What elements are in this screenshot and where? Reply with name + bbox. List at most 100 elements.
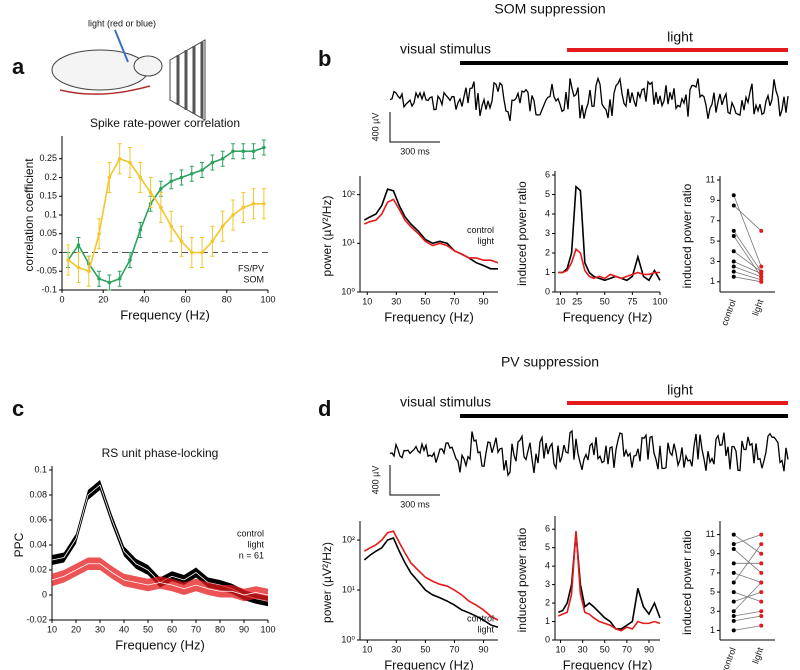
point [759, 561, 764, 566]
point [148, 190, 153, 195]
error-band [52, 557, 268, 602]
chart-title: RS unit phase-locking [102, 446, 219, 460]
point [731, 259, 736, 264]
point [759, 580, 764, 585]
y-tick-label: 5 [545, 189, 550, 199]
y-tick-label: 0 [52, 247, 57, 257]
point [189, 250, 194, 255]
y-tick-label: 0.15 [39, 191, 57, 201]
point [251, 201, 256, 206]
y-tick-label: 10² [342, 189, 355, 199]
y-tick-label: 5 [710, 235, 715, 245]
point [759, 228, 764, 233]
y-tick-label: 0 [42, 589, 47, 599]
series-line [364, 198, 499, 264]
scale-x-label: 300 ms [400, 146, 430, 156]
point [169, 179, 173, 184]
point [731, 274, 736, 279]
x-axis-label: Frequency (Hz) [563, 309, 653, 324]
series-line [363, 530, 499, 621]
x-tick-label: light [750, 298, 765, 317]
y-tick-label: 0.25 [39, 153, 57, 163]
y-tick-label: 0.1 [34, 464, 47, 474]
pair-line [733, 534, 762, 555]
x-axis-label: Frequency (Hz) [120, 307, 210, 322]
legend-entry: FS/PV [238, 263, 264, 273]
pair-line [733, 276, 762, 283]
point [107, 280, 112, 285]
point [759, 599, 764, 604]
pair-line [733, 271, 762, 281]
y-axis-label: induced power ratio [680, 530, 694, 635]
y-axis-label: induced power ratio [515, 181, 529, 286]
y-tick-label: -0.02 [26, 614, 47, 624]
legend-entry: control [467, 613, 494, 623]
point [731, 542, 736, 547]
y-axis-label: induced power ratio [515, 527, 529, 632]
y-tick-label: 3 [710, 256, 715, 266]
x-tick-label: 50 [420, 296, 430, 306]
x-tick-label: 30 [95, 624, 105, 634]
stimulus-label: visual stimulus [400, 41, 491, 57]
pair-line [733, 195, 762, 267]
point [200, 168, 204, 172]
point [731, 618, 736, 623]
pair-line [733, 615, 762, 622]
point [759, 542, 764, 547]
pair-line [733, 543, 762, 583]
point [731, 609, 736, 614]
series-line [558, 531, 661, 632]
y-tick-label: 0.1 [44, 209, 57, 219]
point [759, 609, 764, 614]
point [128, 258, 132, 262]
point [759, 614, 764, 619]
y-tick-label: 0.08 [29, 489, 47, 499]
series-line [51, 563, 269, 596]
x-tick-label: 100 [652, 296, 667, 306]
point [731, 590, 736, 595]
x-tick-label: 10 [362, 644, 372, 654]
point [117, 156, 122, 161]
y-tick-label: 5 [545, 542, 550, 552]
y-tick-label: 9 [710, 548, 715, 558]
x-tick-label: 70 [449, 296, 459, 306]
pair-line [733, 261, 762, 275]
y-tick-label: 6 [545, 524, 550, 534]
series-line [558, 185, 661, 282]
point [169, 224, 173, 229]
x-tick-label: 90 [478, 644, 488, 654]
series-line [67, 146, 265, 284]
point [731, 628, 736, 633]
x-tick-label: 50 [600, 644, 610, 654]
point [76, 243, 81, 247]
x-tick-label: 25 [572, 296, 582, 306]
x-tick-label: 50 [600, 296, 610, 306]
point [759, 264, 764, 269]
legend-note: n = 61 [239, 550, 264, 560]
x-tick-label: 80 [215, 624, 225, 634]
pair-line [733, 250, 762, 272]
point [117, 276, 122, 281]
lfp-trace [389, 429, 789, 478]
pair-line [733, 205, 762, 232]
y-axis-label: power (µV²/Hz) [320, 196, 334, 277]
point [97, 276, 101, 281]
x-tick-label: 100 [260, 294, 275, 304]
x-tick-label: 40 [119, 624, 129, 634]
y-tick-label: 1 [545, 267, 550, 277]
x-tick-label: 50 [420, 644, 430, 654]
x-tick-label: 90 [239, 624, 249, 634]
light-label: light [667, 382, 693, 398]
x-axis-label: Frequency (Hz) [384, 657, 474, 670]
light-label: light [667, 29, 693, 45]
point [731, 532, 736, 537]
series-line [558, 247, 660, 280]
point [759, 274, 764, 279]
point [731, 193, 736, 198]
y-tick-label: 1 [710, 625, 715, 635]
point [107, 175, 112, 180]
y-tick-label: 7 [710, 215, 715, 225]
x-tick-label: 10 [556, 644, 566, 654]
point [759, 551, 764, 556]
x-tick-label: 50 [143, 624, 153, 634]
